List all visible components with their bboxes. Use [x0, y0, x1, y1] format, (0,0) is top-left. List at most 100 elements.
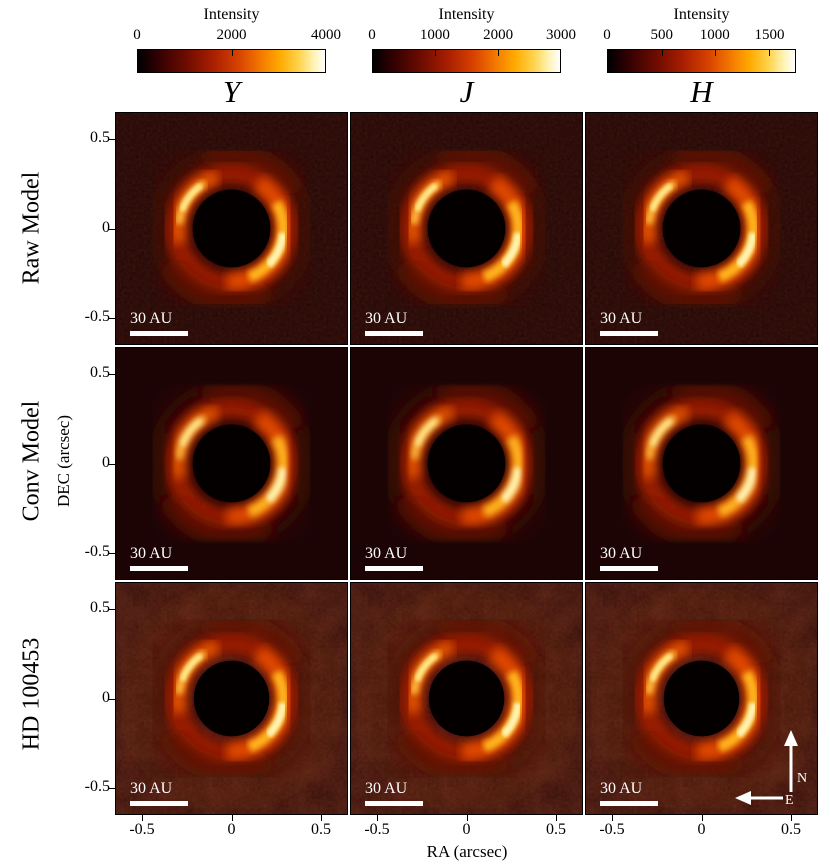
- x-axis-tick-mark: [142, 815, 143, 821]
- scalebar-label: 30 AU: [130, 310, 173, 327]
- colorbar-title: Intensity: [203, 6, 260, 23]
- colorbar-tick-mark: [560, 50, 561, 56]
- colorbar-tick-mark: [662, 50, 664, 56]
- column-title-y: Y: [222, 74, 241, 109]
- x-axis-title: RA (arcsec): [426, 842, 508, 861]
- colorbar-tick-row: 0 500 1000 1500: [603, 27, 796, 45]
- x-tick-label: 0.5: [546, 821, 566, 838]
- colorbar-gradient: [607, 49, 796, 73]
- scalebar-label: 30 AU: [600, 545, 643, 562]
- colorbar-tick-label: 2000: [216, 27, 247, 43]
- x-axis-tick-mark: [612, 815, 613, 821]
- scalebar: 30 AU: [600, 310, 658, 336]
- y-tick-label: 0.5: [90, 129, 110, 146]
- compass-north-arrowhead: [784, 730, 798, 746]
- panel-raw-model-y: 30 AU: [115, 112, 348, 345]
- row-label-raw-model: Raw Model: [18, 171, 45, 285]
- scalebar-bar: [365, 331, 423, 336]
- y-tick-label: 0: [102, 453, 110, 471]
- scalebar-bar: [365, 801, 423, 806]
- x-tick-label: -0.5: [129, 821, 155, 838]
- y-tick-label: -0.5: [84, 308, 110, 325]
- x-tick-label: 0.5: [781, 821, 801, 838]
- y-axis-tick-mark: [108, 788, 115, 789]
- x-tick-label: 0: [697, 821, 706, 838]
- y-tick-label: 0.5: [90, 364, 110, 381]
- panel-hd-100453-j: 30 AU: [350, 582, 583, 815]
- colorbar-j: Intensity 0 1000 2000 3000: [350, 6, 583, 76]
- scalebar: 30 AU: [365, 545, 423, 571]
- scalebar-bar: [600, 801, 658, 806]
- colorbar-tick-label: 1000: [419, 27, 450, 43]
- x-tick-label: 0: [462, 821, 471, 838]
- scalebar: 30 AU: [600, 545, 658, 571]
- scalebar-bar: [130, 566, 188, 571]
- colorbar-tick-label: 0: [368, 27, 376, 43]
- x-axis-tick-mark: [556, 815, 557, 821]
- x-axis-tick-mark: [701, 815, 703, 821]
- scalebar-label: 30 AU: [365, 310, 408, 327]
- colorbar-tick-label: 3000: [546, 27, 576, 43]
- colorbar-tick-mark: [435, 50, 437, 56]
- panel-raw-model-j: 30 AU: [350, 112, 583, 345]
- y-axis-tick-mark: [108, 698, 115, 700]
- scalebar-label: 30 AU: [600, 780, 643, 797]
- panel-conv-model-y: 30 AU: [115, 347, 348, 580]
- y-axis-tick-mark: [108, 139, 115, 140]
- panel-raw-model-h: 30 AU: [585, 112, 818, 345]
- y-axis-tick-mark: [108, 553, 115, 554]
- colorbar-tick-mark: [373, 50, 374, 56]
- colorbar-tick-mark: [138, 50, 139, 56]
- x-axis-tick-mark: [377, 815, 378, 821]
- colorbar-tick-label: 4000: [311, 27, 341, 43]
- colorbar-gradient: [372, 49, 561, 73]
- compass-east-label: E: [785, 793, 794, 806]
- scalebar-label: 30 AU: [365, 545, 408, 562]
- scalebar: 30 AU: [130, 310, 188, 336]
- y-tick-label: 0: [102, 688, 110, 706]
- compass-east-arrowhead: [735, 791, 751, 805]
- colorbar-tick-label: 500: [650, 27, 674, 43]
- panel-hd-100453-y: 30 AU: [115, 582, 348, 815]
- colorbar-tick-mark: [768, 50, 770, 56]
- panel-hd-100453-h: 30 AU N E: [585, 582, 818, 815]
- scalebar-label: 30 AU: [130, 545, 173, 562]
- colorbar-tick-label: 0: [133, 27, 141, 43]
- y-axis-tick-mark: [108, 374, 115, 375]
- scalebar-bar: [130, 801, 188, 806]
- panel-grid: 30 AU 30 AU 30 AU 30 AU 30 AU 30 AU 30 AU 30 AU…: [115, 112, 818, 815]
- scalebar: 30 AU: [130, 545, 188, 571]
- colorbar-y: Intensity 0 2000 4000: [115, 6, 348, 76]
- scalebar-label: 30 AU: [130, 780, 173, 797]
- y-axis-tick-mark: [108, 463, 115, 465]
- colorbar-title: Intensity: [438, 6, 495, 23]
- scalebar-bar: [365, 566, 423, 571]
- colorbar-tick-mark: [325, 50, 326, 56]
- column-title-j: J: [459, 74, 474, 109]
- colorbar-tick-mark: [231, 50, 233, 56]
- x-axis-tick-mark: [321, 815, 322, 821]
- colorbar-gradient: [137, 49, 326, 73]
- x-axis-tick-mark: [466, 815, 468, 821]
- x-tick-label: 0: [227, 821, 236, 838]
- compass: NE: [735, 730, 807, 806]
- column-title-h: H: [690, 74, 713, 109]
- colorbar-tick-label: 2000: [483, 27, 514, 43]
- y-axis-tick-mark: [108, 609, 115, 610]
- colorbar-h: Intensity 0 500 1000 1500: [585, 6, 818, 76]
- compass-north-label: N: [797, 771, 807, 786]
- row-label-hd-100453: HD 100453: [18, 637, 45, 751]
- scalebar: 30 AU: [365, 310, 423, 336]
- y-tick-label: 0.5: [90, 599, 110, 616]
- panel-conv-model-j: 30 AU: [350, 347, 583, 580]
- y-tick-label: -0.5: [84, 543, 110, 560]
- colorbar-tick-label: 1000: [699, 27, 730, 43]
- scalebar-bar: [600, 566, 658, 571]
- scalebar: 30 AU: [600, 780, 658, 806]
- colorbar-tick-row: 0 2000 4000: [133, 27, 341, 45]
- colorbar-tick-mark: [608, 50, 609, 56]
- scalebar-label: 30 AU: [365, 780, 408, 797]
- panel-conv-model-h: 30 AU: [585, 347, 818, 580]
- scalebar: 30 AU: [365, 780, 423, 806]
